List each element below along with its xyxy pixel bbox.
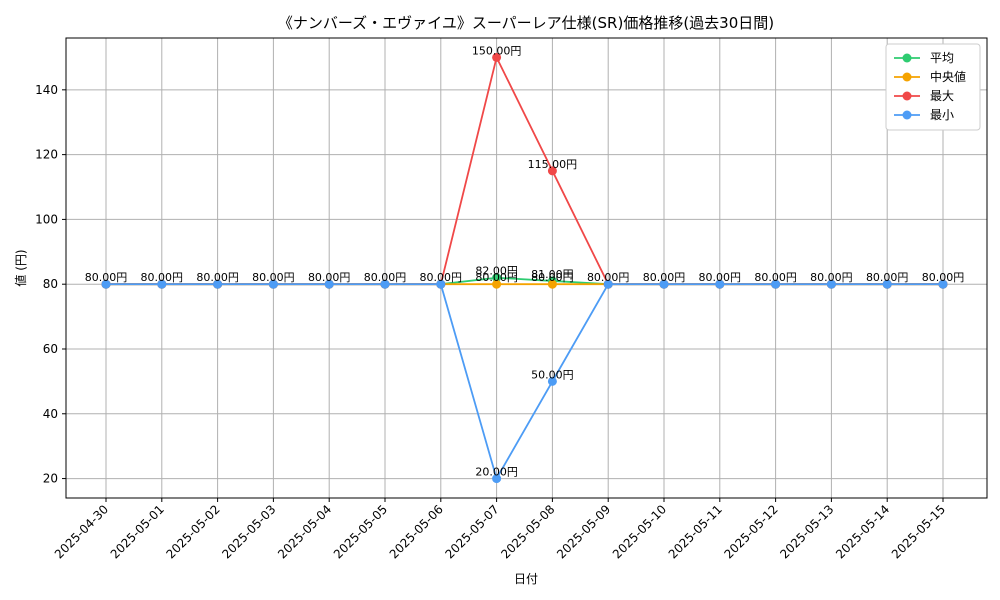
legend-label: 最小 <box>930 108 954 122</box>
series-layer <box>101 52 948 484</box>
data-label: 80.00円 <box>475 271 518 284</box>
x-tick-label: 2025-05-06 <box>387 502 446 561</box>
series-point <box>324 279 334 289</box>
data-label: 80.00円 <box>699 271 742 284</box>
data-label: 80.00円 <box>531 271 574 284</box>
x-tick-label: 2025-05-10 <box>610 502 669 561</box>
y-tick-label: 140 <box>35 83 58 97</box>
y-tick-label: 60 <box>43 342 58 356</box>
series-3 <box>101 279 948 484</box>
x-tick-label: 2025-05-03 <box>219 502 278 561</box>
series-2 <box>101 52 948 289</box>
series-point <box>826 279 836 289</box>
y-tick-label: 80 <box>43 277 58 291</box>
y-axis: 20 40 60 80 100 120 140 <box>35 83 66 486</box>
series-line <box>106 54 943 286</box>
y-tick-label: 20 <box>43 472 58 486</box>
legend-item: 最小 <box>894 108 954 122</box>
legend-item: 最大 <box>894 89 954 103</box>
y-axis-label: 値 (円) <box>13 249 28 286</box>
series-point <box>380 279 390 289</box>
x-tick-label: 2025-05-07 <box>443 502 502 561</box>
series-line <box>106 283 943 481</box>
series-point <box>101 279 111 289</box>
series-point <box>157 279 167 289</box>
x-tick-label: 2025-05-14 <box>833 502 892 561</box>
x-tick-label: 2025-05-09 <box>554 502 613 561</box>
x-tick-label: 2025-05-08 <box>498 502 557 561</box>
x-tick-label: 2025-05-12 <box>722 502 781 561</box>
data-label: 80.00円 <box>308 271 351 284</box>
chart-title: 《ナンバーズ・エヴァイユ》スーパーレア仕様(SR)価格推移(過去30日間) <box>278 14 774 32</box>
legend-label: 平均 <box>930 51 954 65</box>
data-label: 80.00円 <box>420 271 463 284</box>
data-label: 80.00円 <box>364 271 407 284</box>
series-point <box>603 279 613 289</box>
series-point <box>268 279 278 289</box>
series-point <box>492 474 502 484</box>
x-tick-label: 2025-05-15 <box>889 502 948 561</box>
series-point <box>492 52 502 62</box>
x-tick-label: 2025-05-05 <box>331 502 390 561</box>
legend-label: 最大 <box>930 89 954 103</box>
legend-swatch-marker <box>902 91 912 101</box>
series-point <box>771 279 781 289</box>
data-label: 150.00円 <box>472 44 522 57</box>
x-axis-label: 日付 <box>514 572 538 586</box>
data-label: 80.00円 <box>587 271 630 284</box>
plot-frame <box>65 37 988 499</box>
data-label: 20.00円 <box>475 466 518 479</box>
series-point <box>659 279 669 289</box>
legend-swatch-marker <box>902 72 912 82</box>
grid-layer <box>66 38 987 498</box>
legend-box <box>885 43 981 131</box>
x-tick-label: 2025-05-13 <box>777 502 836 561</box>
data-label: 80.00円 <box>754 271 797 284</box>
legend-swatch-marker <box>902 53 912 63</box>
series-point <box>715 279 725 289</box>
series-point <box>547 166 557 176</box>
legend-swatch-marker <box>902 110 912 120</box>
data-label: 80.00円 <box>643 271 686 284</box>
x-tick-label: 2025-05-02 <box>164 502 223 561</box>
data-label: 80.00円 <box>196 271 239 284</box>
legend-label: 中央値 <box>930 69 966 84</box>
y-tick-label: 100 <box>35 212 58 226</box>
data-label: 115.00円 <box>528 158 578 171</box>
data-label: 80.00円 <box>252 271 295 284</box>
y-tick-label: 120 <box>35 148 58 162</box>
data-label: 80.00円 <box>866 271 909 284</box>
series-point <box>436 279 446 289</box>
series-point <box>938 279 948 289</box>
series-point <box>547 279 557 289</box>
x-tick-label: 2025-05-04 <box>275 502 334 561</box>
data-labels-layer: 80.00円 80.00円 80.00円 80.00円 80.00円 80.00円 80.0… <box>85 44 965 478</box>
series-point <box>492 273 502 283</box>
series-point <box>492 279 502 289</box>
series-point <box>547 376 557 386</box>
x-tick-label: 2025-05-11 <box>666 502 725 561</box>
data-label: 80.00円 <box>922 271 965 284</box>
data-label: 80.00円 <box>141 271 184 284</box>
legend-item: 中央値 <box>894 69 966 84</box>
x-tick-label: 2025-05-01 <box>108 502 167 561</box>
series-point <box>213 279 223 289</box>
data-label: 81.00円 <box>531 268 574 281</box>
x-tick-label: 2025-04-30 <box>52 502 111 561</box>
x-axis: 2025-04-302025-05-012025-05-022025-05-03… <box>52 498 948 561</box>
y-tick-label: 40 <box>43 407 58 421</box>
data-label: 82.00円 <box>475 265 518 278</box>
series-point <box>882 279 892 289</box>
data-label: 80.00円 <box>810 271 853 284</box>
legend-item: 平均 <box>894 51 954 65</box>
data-label: 80.00円 <box>85 271 128 284</box>
data-label: 50.00円 <box>531 368 574 381</box>
